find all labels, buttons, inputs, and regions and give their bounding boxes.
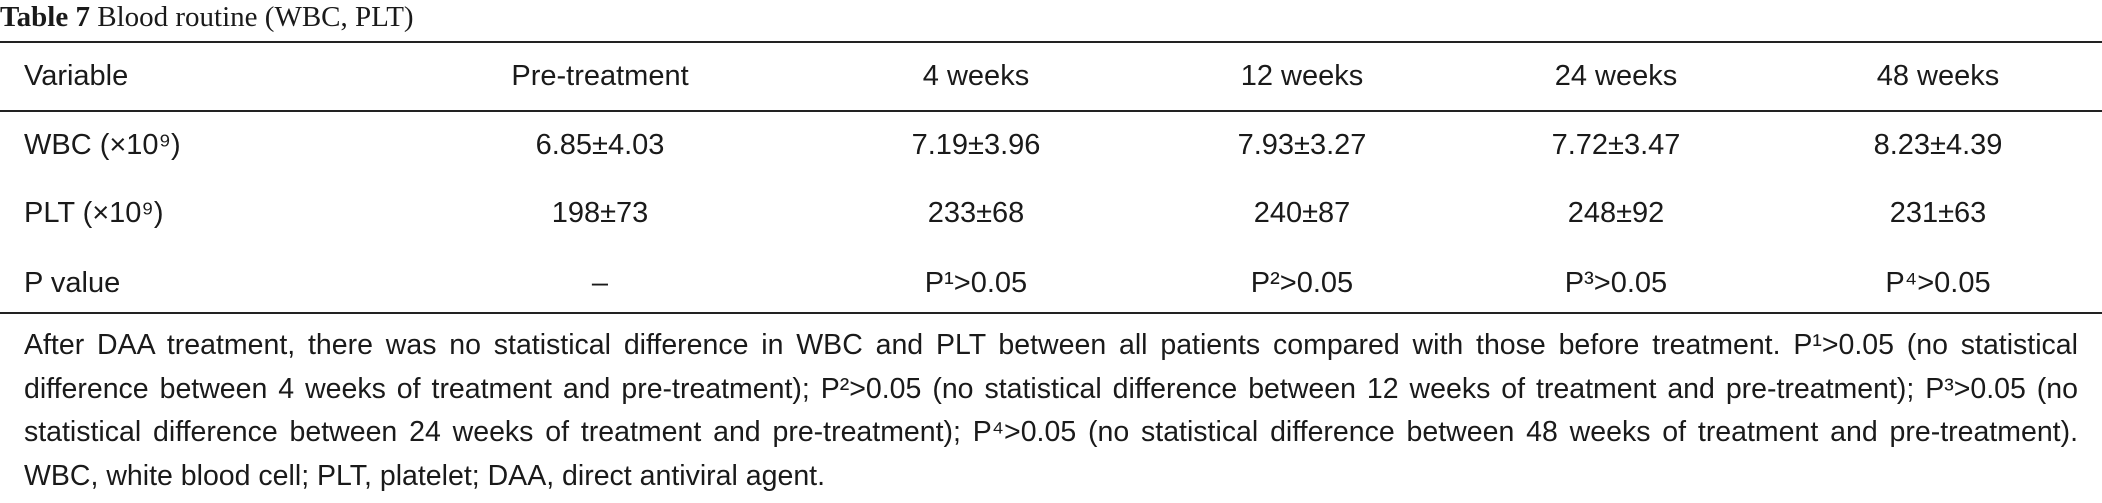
table-cell: P¹>0.05	[924, 267, 1028, 299]
header-cell: 48 weeks	[1876, 60, 2000, 92]
table-cell: –	[591, 267, 609, 299]
table-cell: 7.72±3.47	[1551, 129, 1681, 161]
table-cell: 6.85±4.03	[535, 129, 665, 161]
header-rule	[0, 110, 2102, 112]
table-cell: 7.19±3.96	[911, 129, 1041, 161]
table-cell: 198±73	[551, 197, 649, 229]
table-caption: Blood routine (WBC, PLT)	[97, 1, 414, 33]
table-cell: P³>0.05	[1564, 267, 1668, 299]
table-cell: 248±92	[1567, 197, 1665, 229]
header-cell: Pre-treatment	[511, 60, 689, 92]
table-cell: PLT (×10⁹)	[24, 197, 164, 229]
table-title: Table 7 Blood routine (WBC, PLT)	[0, 0, 414, 34]
bottom-rule	[0, 312, 2102, 314]
table-cell: P value	[24, 267, 121, 299]
table-cell: P²>0.05	[1250, 267, 1354, 299]
header-cell: 12 weeks	[1240, 60, 1364, 92]
table-label: Table 7	[0, 1, 90, 33]
table-cell: 7.93±3.27	[1237, 129, 1367, 161]
table-cell: 233±68	[927, 197, 1025, 229]
header-cell: 24 weeks	[1554, 60, 1678, 92]
table-cell: 231±63	[1889, 197, 1987, 229]
header-cell: Variable	[24, 60, 129, 92]
table-cell: P⁴>0.05	[1885, 267, 1991, 299]
table-cell: 240±87	[1253, 197, 1351, 229]
table-cell: 8.23±4.39	[1873, 129, 2003, 161]
table-cell: WBC (×10⁹)	[24, 129, 181, 161]
footnote: After DAA treatment, there was no statis…	[24, 329, 2078, 492]
top-rule	[0, 41, 2102, 43]
header-cell: 4 weeks	[922, 60, 1030, 92]
